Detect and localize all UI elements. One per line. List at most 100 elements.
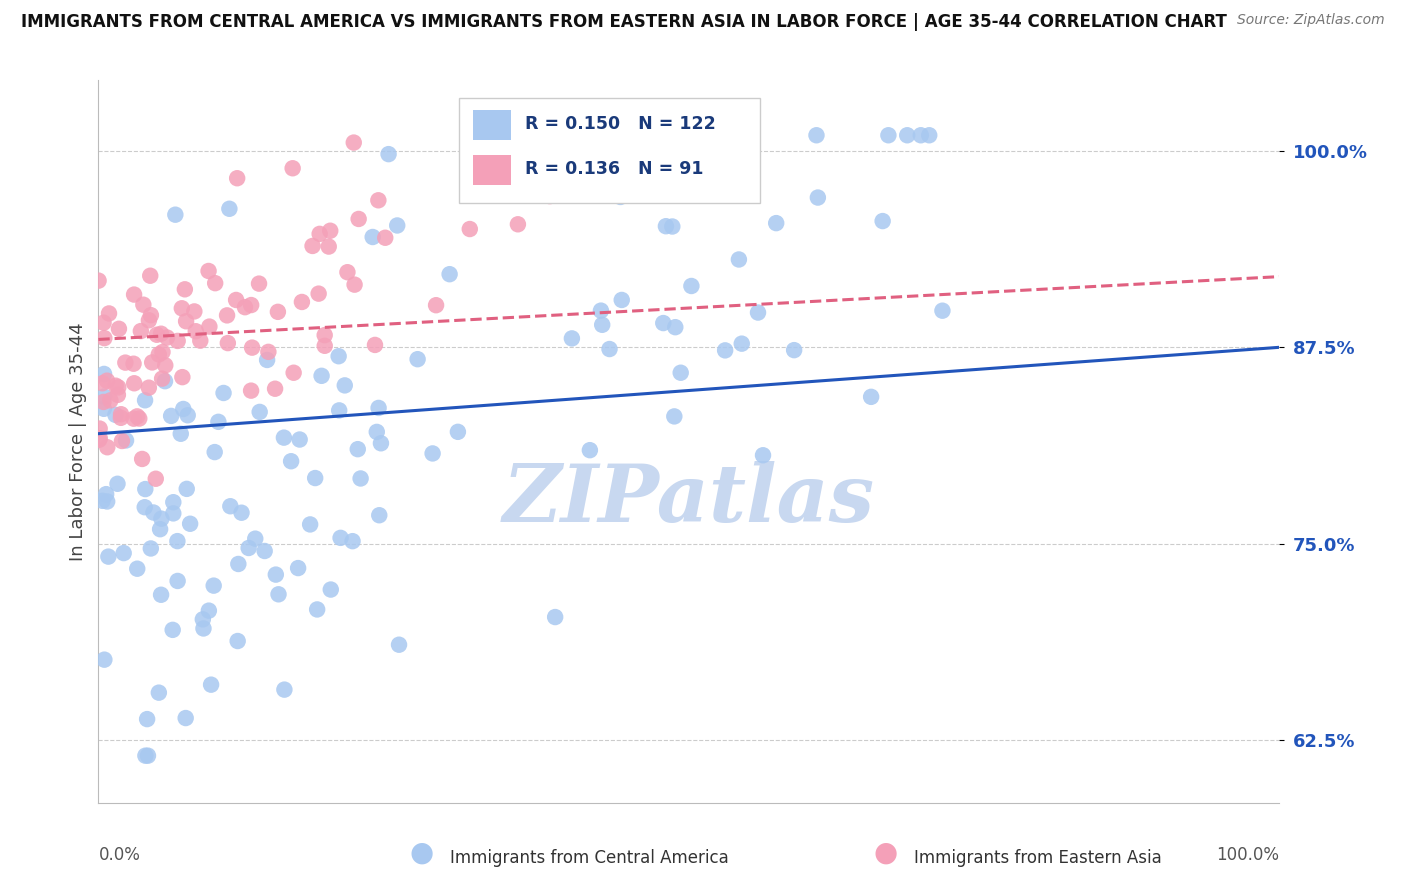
FancyBboxPatch shape (458, 98, 759, 203)
Point (579, 443, 602, 458)
Point (202, 579, 225, 593)
Point (240, 341, 263, 355)
Point (89, 421, 111, 435)
Point (142, 506, 165, 520)
Point (93, 401, 115, 416)
Point (652, 316, 675, 330)
Point (127, 562, 149, 576)
Point (228, 557, 250, 571)
Point (257, 344, 280, 359)
Point (198, 319, 221, 334)
Point (156, 330, 179, 344)
Point (215, 309, 238, 323)
Point (439, 267, 461, 281)
Point (131, 452, 153, 467)
Point (170, 426, 193, 441)
Point (288, 433, 311, 447)
Point (204, 445, 226, 459)
Point (388, 638, 411, 652)
Text: IMMIGRANTS FROM CENTRAL AMERICA VS IMMIGRANTS FROM EASTERN ASIA IN LABOR FORCE |: IMMIGRANTS FROM CENTRAL AMERICA VS IMMIG… (21, 13, 1227, 31)
Point (107, 380, 129, 394)
Point (166, 334, 188, 348)
Point (291, 295, 314, 310)
Point (872, 214, 894, 228)
Point (104, 408, 127, 422)
Point (176, 482, 198, 496)
Point (97, 549, 120, 564)
Point (280, 454, 302, 468)
Point (304, 471, 326, 485)
Point (319, 224, 342, 238)
Point (669, 366, 692, 380)
Point (714, 343, 737, 358)
Point (204, 276, 226, 290)
Point (179, 516, 201, 531)
Point (114, 356, 136, 370)
Point (544, 610, 567, 624)
Point (256, 353, 278, 368)
Point (765, 216, 787, 230)
Point (367, 194, 389, 208)
Point (253, 544, 276, 558)
Point (308, 286, 330, 301)
Point (198, 604, 221, 618)
Point (318, 239, 340, 253)
FancyBboxPatch shape (472, 110, 510, 140)
Point (91, 493, 114, 508)
Point (177, 409, 200, 423)
Point (149, 522, 172, 536)
Point (134, 393, 156, 408)
Point (134, 482, 156, 496)
Point (166, 574, 188, 588)
Point (374, 231, 396, 245)
Point (731, 336, 754, 351)
Point (138, 381, 160, 395)
Point (108, 322, 131, 336)
Point (139, 268, 162, 283)
Point (153, 374, 176, 388)
Point (249, 405, 271, 419)
Point (226, 171, 249, 186)
Point (218, 202, 240, 216)
Point (896, 128, 918, 143)
Point (98, 306, 121, 320)
Point (170, 301, 193, 316)
Point (752, 448, 775, 462)
Point (233, 300, 256, 314)
Point (122, 376, 145, 391)
Point (145, 472, 167, 486)
Point (918, 128, 941, 143)
Point (219, 500, 242, 514)
Text: ●: ● (409, 839, 434, 867)
Point (173, 282, 195, 296)
Point (506, 217, 529, 231)
Point (307, 602, 329, 616)
Point (150, 588, 173, 602)
Point (565, 165, 588, 179)
Text: R = 0.150   N = 122: R = 0.150 N = 122 (524, 115, 716, 133)
Point (377, 147, 399, 161)
Point (240, 384, 263, 398)
Point (406, 352, 429, 367)
Point (122, 411, 145, 425)
Point (231, 506, 253, 520)
Point (172, 370, 194, 384)
Point (366, 425, 388, 439)
Point (129, 324, 152, 338)
Point (664, 409, 686, 424)
Point (458, 222, 481, 236)
Point (166, 534, 188, 549)
Point (747, 305, 769, 319)
Text: ZIPatlas: ZIPatlas (503, 460, 875, 538)
Point (387, 219, 409, 233)
Point (212, 386, 235, 401)
Point (931, 303, 953, 318)
Point (910, 128, 932, 143)
Point (664, 320, 686, 334)
Point (329, 531, 352, 545)
Point (183, 304, 205, 318)
Point (122, 357, 145, 371)
Point (93, 395, 115, 409)
Point (188, 334, 211, 348)
Y-axis label: In Labor Force | Age 35-44: In Labor Force | Age 35-44 (69, 322, 87, 561)
